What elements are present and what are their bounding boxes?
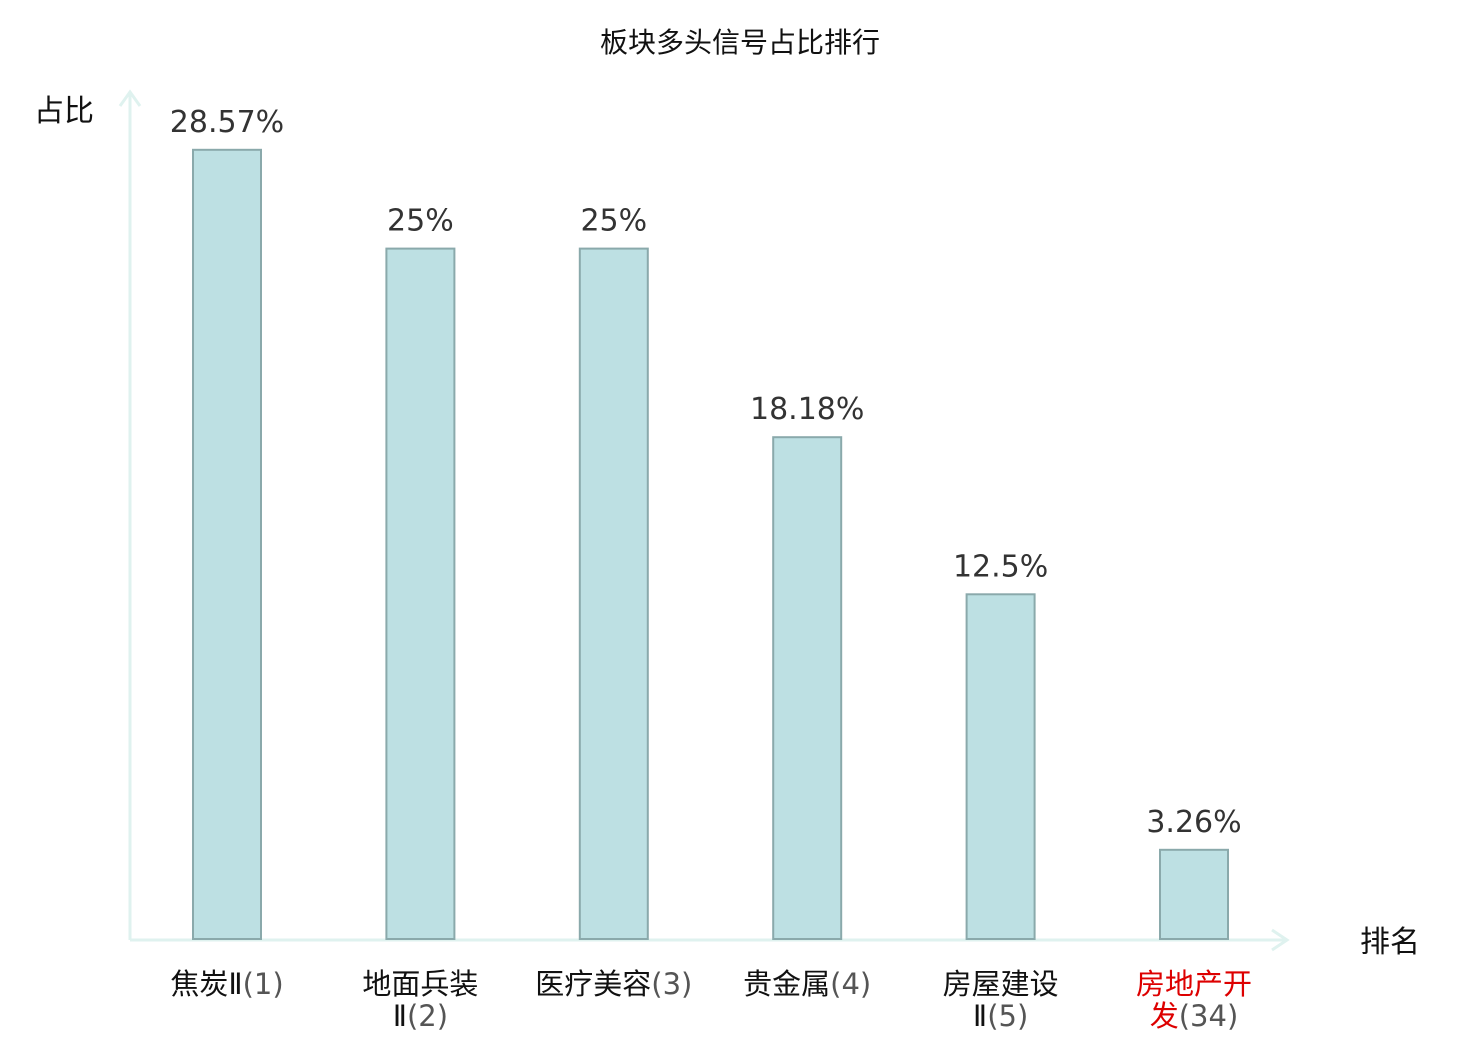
- bar-value-label: 25%: [387, 204, 454, 239]
- category-label: 焦炭Ⅱ(1): [170, 967, 283, 1001]
- category-name: 医疗美容: [535, 967, 651, 1001]
- bar: [578, 247, 649, 941]
- category-labels: 焦炭Ⅱ(1) 地面兵装 Ⅱ(2)医疗美容(3) 贵金属(4) 房屋建设 Ⅱ(5)房地产开发…: [170, 967, 1252, 1033]
- category-rank: (1): [243, 967, 284, 1001]
- value-labels: 28.57% 25% 25% 18.18% 12.5% 3.26%: [170, 105, 1242, 840]
- bar-value-label: 12.5%: [953, 549, 1048, 584]
- bar: [772, 436, 843, 940]
- category-label: 房屋建设 Ⅱ(5): [943, 967, 1059, 1033]
- x-axis-arrow: [1271, 928, 1290, 952]
- y-axis-arrow: [118, 89, 142, 107]
- category-name-line-2: Ⅱ: [973, 999, 987, 1033]
- category-rank: (4): [830, 967, 871, 1001]
- axes: [118, 89, 1290, 952]
- category-name: 贵金属: [743, 967, 830, 1001]
- category-rank: (3): [651, 967, 692, 1001]
- bar: [192, 148, 262, 941]
- bar: [965, 593, 1036, 940]
- y-axis-label: 占比: [34, 94, 94, 129]
- bar-value-label: 28.57%: [170, 105, 284, 140]
- category-name-line-2: 发: [1150, 999, 1179, 1033]
- category-rank: (34): [1179, 999, 1239, 1033]
- category-label: 医疗美容(3): [535, 967, 692, 1001]
- category-name-line-2: Ⅱ: [393, 999, 407, 1033]
- chart-title: 板块多头信号占比排行: [600, 26, 880, 59]
- category-name-line-1: 房地产开: [1136, 967, 1252, 1001]
- category-name: 焦炭Ⅱ: [170, 967, 242, 1001]
- x-axis-label: 排名: [1360, 925, 1420, 960]
- bar: [385, 247, 456, 941]
- category-label: 贵金属(4): [743, 967, 871, 1001]
- category-rank: (5): [987, 999, 1028, 1033]
- category-name-line-1: 地面兵装: [362, 967, 478, 1001]
- bar-value-label: 25%: [580, 204, 647, 239]
- bar-value-label: 18.18%: [750, 392, 864, 427]
- bar: [1159, 848, 1229, 940]
- category-label: 地面兵装 Ⅱ(2): [362, 967, 478, 1033]
- category-label: 房地产开发(34): [1136, 967, 1252, 1033]
- category-name-line-1: 房屋建设: [943, 967, 1059, 1001]
- bar-value-label: 3.26%: [1146, 805, 1241, 840]
- bars: [192, 148, 1229, 941]
- category-rank: (2): [407, 999, 448, 1033]
